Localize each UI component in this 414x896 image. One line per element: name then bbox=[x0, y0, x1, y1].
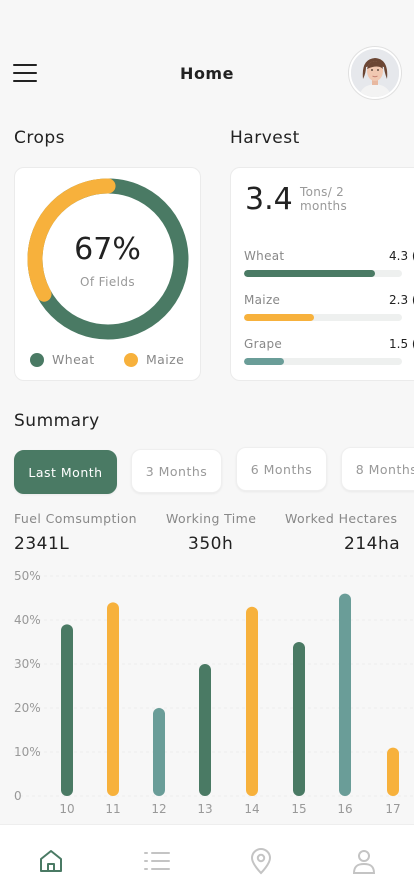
crops-percent-caption: Of Fields bbox=[79, 275, 136, 289]
chart-bar[interactable] bbox=[107, 602, 119, 796]
harvest-title: Harvest bbox=[230, 128, 300, 148]
y-tick-label: 30% bbox=[14, 657, 41, 671]
harvest-row-label: Maize bbox=[244, 293, 281, 307]
menu-icon[interactable] bbox=[13, 64, 37, 82]
x-tick-label: 17 bbox=[385, 802, 400, 816]
summary-title: Summary bbox=[14, 411, 100, 431]
crops-percent: 67% bbox=[74, 232, 141, 267]
stat-hectares-label: Worked Hectares bbox=[285, 511, 398, 526]
profile-icon[interactable] bbox=[350, 847, 378, 875]
tab-8-months[interactable]: 8 Months bbox=[341, 447, 414, 491]
harvest-progress-fill bbox=[244, 314, 314, 321]
y-tick-label: 50% bbox=[14, 569, 41, 583]
chart-bar[interactable] bbox=[387, 747, 399, 796]
avatar[interactable] bbox=[349, 47, 401, 99]
tab-3-months[interactable]: 3 Months bbox=[131, 449, 222, 493]
tab-6-months[interactable]: 6 Months bbox=[236, 447, 327, 491]
donut-maize-arc bbox=[27, 178, 189, 340]
list-icon[interactable] bbox=[143, 847, 171, 875]
chart-bar[interactable] bbox=[199, 664, 211, 796]
x-tick-label: 15 bbox=[291, 802, 306, 816]
x-tick-label: 13 bbox=[197, 802, 212, 816]
harvest-row-value: 4.3 (t) bbox=[389, 249, 414, 263]
y-tick-label: 0 bbox=[14, 789, 22, 803]
stat-time-value: 350h bbox=[188, 534, 234, 554]
wheat-dot-icon bbox=[30, 352, 44, 367]
harvest-progress-track bbox=[244, 358, 402, 365]
summary-bar-chart: 0 10% 20% 30% 40% 50% 10 11 12 13 14 15 16 17 bbox=[14, 569, 414, 816]
y-tick-label: 10% bbox=[14, 745, 41, 759]
x-tick-label: 10 bbox=[59, 802, 74, 816]
harvest-unit: Tons/ 2 months bbox=[300, 185, 347, 213]
harvest-progress-fill bbox=[244, 358, 284, 365]
harvest-card[interactable]: 3.4 Tons/ 2 months Wheat 4.3 (t) Maize 2… bbox=[230, 167, 414, 381]
tab-last-month[interactable]: Last Month bbox=[14, 450, 117, 494]
stat-fuel-label: Fuel Comsumption bbox=[14, 511, 138, 526]
x-tick-label: 14 bbox=[244, 802, 259, 816]
stat-time-label: Working Time bbox=[166, 511, 257, 526]
home-icon[interactable] bbox=[37, 847, 65, 875]
maize-dot-icon bbox=[124, 352, 138, 367]
harvest-progress-track bbox=[244, 314, 402, 321]
stat-hectares-value: 214ha bbox=[344, 534, 401, 554]
location-icon[interactable] bbox=[247, 847, 275, 875]
chart-bar[interactable] bbox=[153, 708, 165, 796]
chart-bar[interactable] bbox=[339, 593, 351, 796]
bottom-navigation bbox=[0, 824, 414, 896]
crops-donut-chart bbox=[27, 178, 189, 340]
harvest-progress-fill bbox=[244, 270, 376, 277]
harvest-row-value: 2.3 (t) bbox=[389, 293, 414, 307]
legend-maize-label: Maize bbox=[146, 352, 185, 367]
harvest-progress-track bbox=[244, 270, 402, 277]
legend-wheat-label: Wheat bbox=[52, 352, 95, 367]
harvest-total: 3.4 bbox=[245, 182, 293, 217]
crops-card[interactable]: 67% Of Fields Wheat Maize bbox=[14, 167, 201, 381]
harvest-row-value: 1.5 (t) bbox=[389, 337, 414, 351]
legend-wheat: Wheat bbox=[30, 352, 95, 367]
y-tick-label: 20% bbox=[14, 701, 41, 715]
page-title: Home bbox=[180, 64, 234, 83]
crops-title: Crops bbox=[14, 128, 66, 148]
x-tick-label: 12 bbox=[151, 802, 166, 816]
x-tick-label: 16 bbox=[337, 802, 352, 816]
chart-bar[interactable] bbox=[61, 624, 73, 796]
y-tick-label: 40% bbox=[14, 613, 41, 627]
stat-fuel-value: 2341L bbox=[14, 534, 70, 554]
x-tick-label: 11 bbox=[105, 802, 120, 816]
chart-bar[interactable] bbox=[293, 642, 305, 796]
chart-bar[interactable] bbox=[246, 606, 258, 796]
app-header: Home bbox=[0, 40, 414, 106]
legend-maize: Maize bbox=[124, 352, 184, 367]
harvest-row-label: Wheat bbox=[244, 249, 285, 263]
harvest-row-label: Grape bbox=[244, 337, 283, 351]
